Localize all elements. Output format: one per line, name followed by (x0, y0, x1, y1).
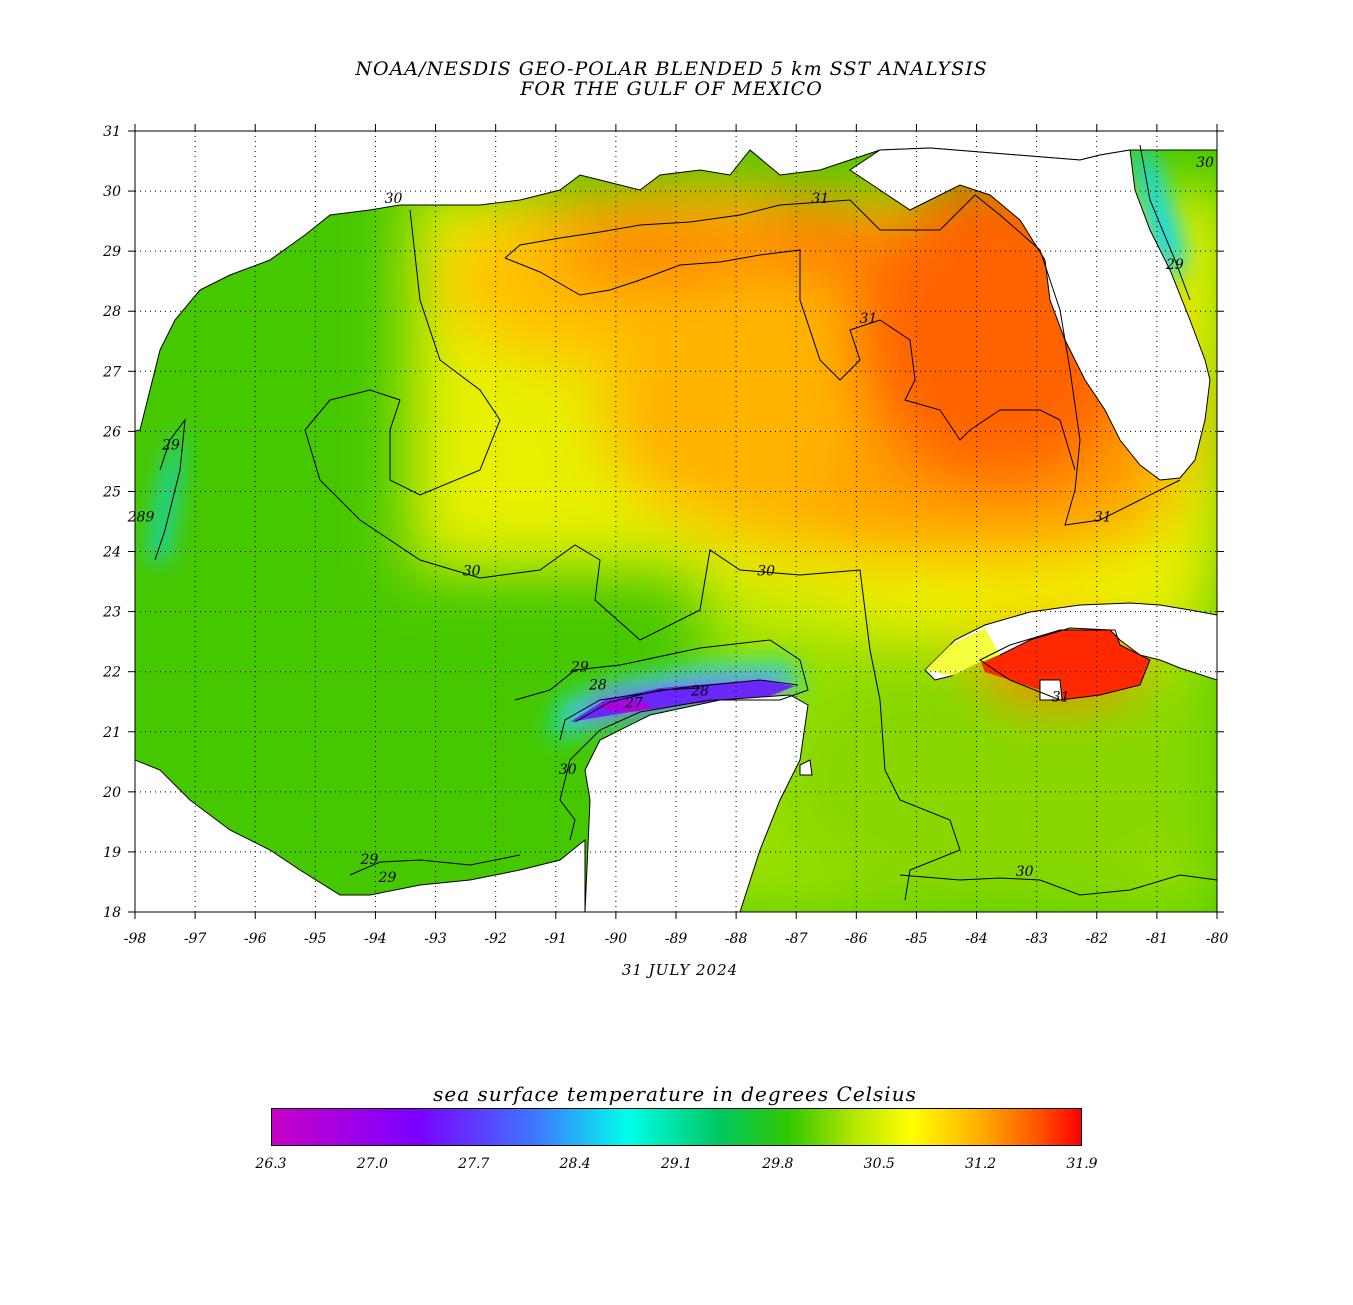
lon-label: -90 (605, 931, 628, 947)
lat-label: 31 (103, 124, 121, 140)
contour-label: 30 (1196, 155, 1214, 171)
contour-label: 27 (624, 696, 643, 712)
colorbar-tick-label: 31.9 (1066, 1156, 1098, 1172)
lon-label: -80 (1206, 931, 1229, 947)
contour-label: 29 (378, 870, 397, 886)
colorbar-tick-label: 30.5 (863, 1156, 895, 1172)
lon-label: -91 (545, 931, 568, 947)
contour-label: 31 (1052, 690, 1070, 706)
lon-label: -84 (965, 931, 988, 947)
contour-label: 29 (1165, 257, 1184, 273)
colorbar-tick-label: 27.7 (458, 1156, 490, 1172)
lon-label: -85 (905, 931, 928, 947)
colorbar-tick-label: 29.8 (762, 1156, 794, 1172)
map-title-line2: FOR THE GULF OF MEXICO (520, 78, 823, 100)
lat-label: 19 (103, 845, 121, 861)
contour-label: 289 (127, 510, 155, 526)
contour-label: 31 (1094, 510, 1112, 526)
lon-label: -97 (184, 931, 207, 947)
colorbar-title: sea surface temperature in degrees Celsi… (433, 1082, 917, 1106)
contour-label: 29 (161, 437, 180, 453)
lon-label: -94 (364, 931, 387, 947)
sst-field (135, 131, 1217, 912)
lon-label: -87 (785, 931, 808, 947)
lon-label: -88 (725, 931, 748, 947)
lat-label: 26 (102, 424, 121, 440)
contour-label: 31 (811, 191, 829, 207)
lon-label: -86 (845, 931, 868, 947)
lat-label: 18 (103, 905, 121, 921)
graticule (135, 131, 1217, 912)
colorbar-tick-label: 28.4 (559, 1156, 591, 1172)
lon-label: -89 (665, 931, 688, 947)
lon-label: -82 (1086, 931, 1109, 947)
lat-label: 29 (102, 244, 121, 260)
lon-label: -93 (424, 931, 447, 947)
colorbar-tick-label: 29.1 (660, 1156, 693, 1172)
axis-ticks (128, 124, 1224, 919)
sst-map: -98 -97 -96 -95 -94 -93 -92 -91 -90 -89 -88 -87 -86 -… (102, 124, 1229, 947)
colorbar (271, 1108, 1082, 1146)
map-title-line1: NOAA/NESDIS GEO-POLAR BLENDED 5 km SST A… (355, 58, 988, 80)
lat-label: 27 (102, 364, 121, 380)
lat-label: 21 (102, 725, 121, 741)
lat-label: 28 (102, 304, 121, 320)
lat-label: 30 (103, 184, 121, 200)
lon-label: -81 (1146, 931, 1169, 947)
lat-label: 25 (102, 484, 121, 500)
lon-label: -95 (304, 931, 327, 947)
lon-label: -98 (124, 931, 147, 947)
latitude-axis-labels: 31 30 29 28 27 26 25 24 23 22 21 20 19 18 (102, 124, 121, 921)
longitude-axis-labels: -98 -97 -96 -95 -94 -93 -92 -91 -90 -89 -88 -87 -86 -… (124, 931, 1229, 947)
contour-label: 28 (588, 678, 607, 694)
colorbar-tick-label: 27.0 (356, 1156, 388, 1172)
lon-label: -92 (484, 931, 507, 947)
contour-label: 29 (570, 660, 589, 676)
lat-label: 24 (102, 545, 121, 561)
contour-label: 29 (360, 852, 379, 868)
lat-label: 20 (102, 785, 121, 801)
lon-label: -96 (244, 931, 267, 947)
contour-label: 30 (559, 762, 577, 778)
colorbar-tick-label: 26.3 (255, 1156, 287, 1172)
contour-label: 28 (690, 684, 709, 700)
colorbar-tick-label: 31.2 (965, 1156, 997, 1172)
contour-label: 30 (1016, 864, 1034, 880)
lat-label: 23 (102, 605, 121, 621)
contour-label: 30 (385, 191, 403, 207)
lat-label: 22 (102, 665, 121, 681)
contour-labels: 31 31 31 31 30 30 30 30 30 30 29 29 29 29 29 28 28 27 289 (127, 155, 1214, 886)
lon-label: -83 (1025, 931, 1048, 947)
contour-label: 30 (463, 564, 481, 580)
contour-label: 31 (859, 311, 877, 327)
analysis-date: 31 JULY 2024 (621, 961, 739, 979)
contour-label: 30 (757, 564, 775, 580)
